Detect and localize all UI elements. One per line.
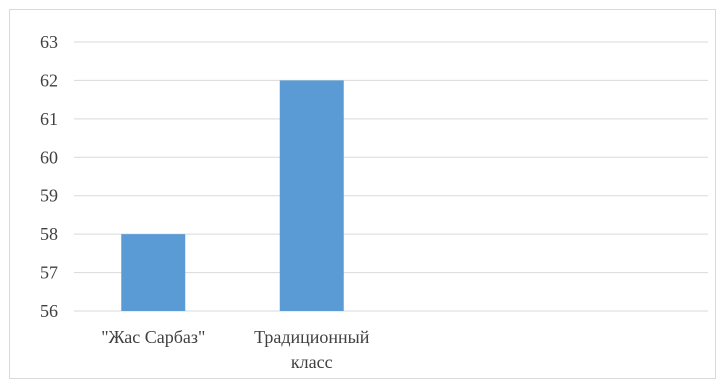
x-category-label: "Жас Сарбаз" bbox=[101, 327, 205, 347]
y-tick-label: 60 bbox=[40, 147, 58, 167]
x-axis-category-labels: "Жас Сарбаз" Традиционный класс bbox=[101, 327, 370, 372]
y-tick-label: 63 bbox=[40, 32, 58, 52]
y-tick-label: 57 bbox=[40, 263, 58, 283]
bars bbox=[121, 80, 344, 311]
bar-2 bbox=[279, 80, 344, 311]
chart-frame bbox=[9, 9, 716, 379]
x-category-label-line: класс bbox=[291, 352, 333, 372]
y-tick-label: 59 bbox=[40, 186, 58, 206]
y-tick-label: 62 bbox=[40, 70, 58, 90]
y-axis-tick-labels: 56 57 58 59 60 61 62 63 bbox=[40, 32, 58, 321]
x-category-label: Традиционный класс bbox=[254, 327, 370, 372]
y-tick-label: 61 bbox=[40, 109, 58, 129]
y-tick-label: 56 bbox=[40, 301, 58, 321]
bar-1 bbox=[121, 234, 186, 311]
x-category-label-line: Традиционный bbox=[254, 327, 370, 347]
y-tick-label: 58 bbox=[40, 224, 58, 244]
x-category-label-line: "Жас Сарбаз" bbox=[101, 327, 205, 347]
